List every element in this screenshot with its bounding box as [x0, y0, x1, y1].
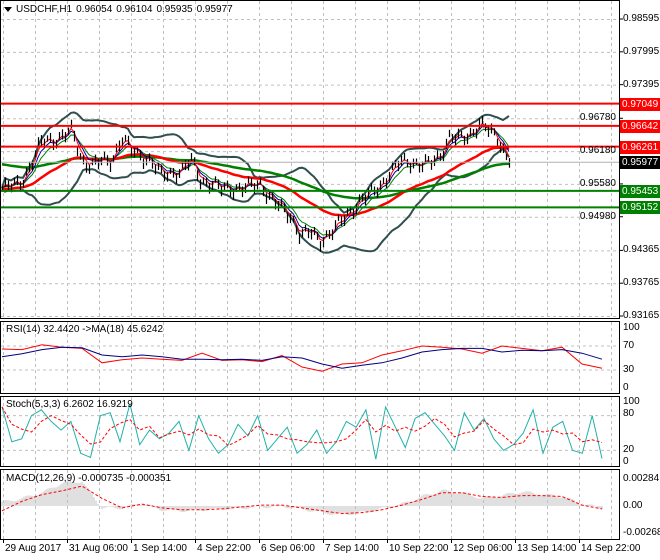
price-axis-label: 0.96180 [579, 145, 616, 157]
price-axis-label: 0.94365 [623, 244, 660, 256]
resistance-price-tag: 0.96642 [620, 119, 660, 133]
dropdown-triangle-icon[interactable] [4, 7, 12, 12]
low-price: 0.95935 [156, 4, 193, 15]
rsi-ma-line [1, 346, 603, 369]
x-axis-label: 29 Aug 2017 [5, 543, 62, 554]
open-price: 0.96054 [76, 4, 113, 15]
rsi-line [1, 344, 603, 372]
rsi-axis-label: 100 [623, 322, 640, 333]
x-axis-label: 31 Aug 06:00 [69, 543, 128, 554]
stoch-axis-label: 0 [623, 456, 629, 467]
price-axis-label: 0.98595 [623, 13, 660, 24]
stoch-label: Stoch(5,3,3) 6.2602 16.9219 [6, 399, 133, 410]
rsi-panel [0, 321, 620, 394]
bollinger-upper-line [1, 111, 510, 214]
current-price-tag: 0.95977 [620, 156, 660, 170]
symbol-label: USDCHF,H1 [16, 4, 73, 15]
stoch-signal-line [1, 406, 603, 447]
ma-slow-red-line [1, 146, 510, 217]
rsi-label: RSI(14) 32.4420 ->MA(18) 45.6242 [6, 324, 164, 335]
stoch-axis-label: 100 [623, 396, 640, 407]
price-axis-label: 0.95580 [579, 177, 616, 189]
resistance-price-tag: 0.96261 [620, 140, 660, 154]
x-axis-label: 13 Sep 14:00 [517, 543, 577, 554]
price-axis-label: 0.93165 [623, 310, 660, 322]
rsi-axis-label: 70 [623, 340, 635, 351]
x-axis-label: 10 Sep 22:00 [389, 543, 449, 554]
high-price: 0.96104 [116, 4, 153, 15]
support-price-tag: 0.95453 [620, 184, 660, 198]
rsi-axis-label: 30 [623, 364, 635, 375]
price-axis-label: 0.93765 [623, 277, 660, 289]
x-axis-label: 1 Sep 14:00 [133, 543, 187, 554]
x-axis-label: 14 Sep 22:00 [581, 543, 641, 554]
macd-label: MACD(12,26,9) -0.000735 -0.000351 [6, 473, 172, 484]
price-axis-label: 0.97995 [623, 45, 660, 57]
price-axis-label: 0.97395 [623, 78, 660, 90]
stoch-axis-label: 80 [623, 408, 635, 419]
macd-axis-label: 0.00284 [623, 473, 660, 484]
x-axis-label: 12 Sep 06:00 [453, 543, 513, 554]
support-price-tag: 0.95152 [620, 201, 660, 215]
stoch-main-line [1, 403, 603, 460]
x-axis-label: 7 Sep 14:00 [325, 543, 379, 554]
x-axis-label: 4 Sep 22:00 [197, 543, 251, 554]
x-axis-label: 6 Sep 06:00 [261, 543, 315, 554]
price-axis-label: 0.96780 [579, 112, 616, 124]
stoch-panel [0, 396, 620, 467]
chart-header: USDCHF,H1 0.96054 0.96104 0.95935 0.9597… [4, 4, 233, 15]
macd-axis-label: -0.002682 [623, 527, 660, 538]
stoch-axis-label: 20 [623, 444, 635, 455]
price-axis-label: 0.94980 [579, 210, 616, 222]
rsi-axis-label: 0 [623, 382, 629, 393]
resistance-price-tag: 0.97049 [620, 97, 660, 111]
macd-axis-label: 0.00 [623, 500, 643, 511]
macd-signal-line [1, 485, 603, 515]
close-price: 0.95977 [196, 4, 233, 15]
